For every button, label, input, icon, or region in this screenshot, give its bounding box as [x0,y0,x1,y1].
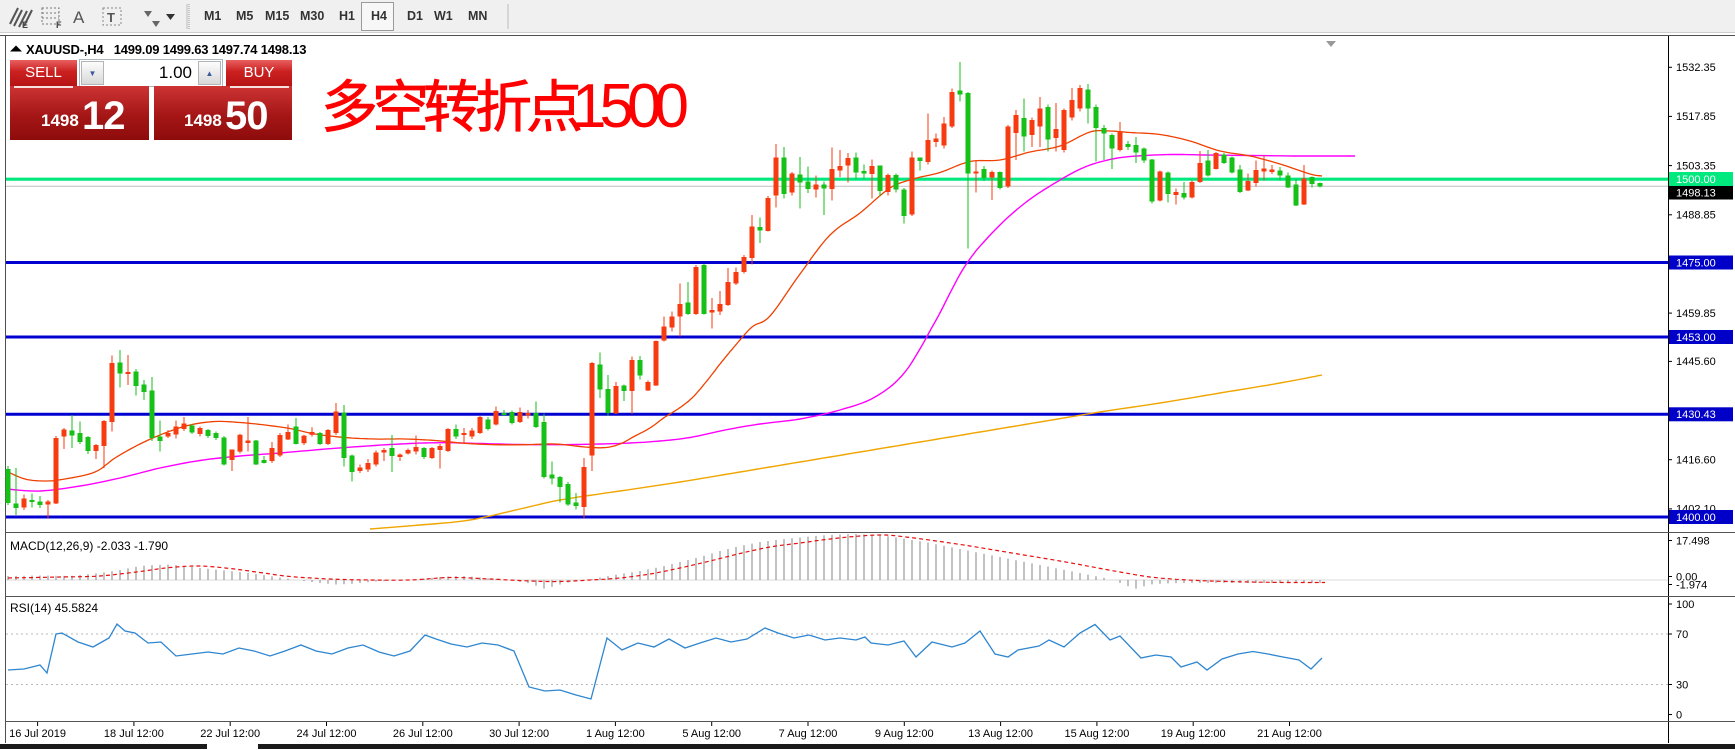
svg-text:1 Aug 12:00: 1 Aug 12:00 [586,728,645,740]
svg-text:1453.00: 1453.00 [1676,332,1716,344]
svg-text:F: F [56,20,62,30]
svg-text:1416.60: 1416.60 [1676,455,1716,467]
svg-text:1430.43: 1430.43 [1676,409,1716,421]
svg-text:1532.35: 1532.35 [1676,62,1716,74]
svg-text:A: A [73,8,85,27]
svg-text:0.00: 0.00 [1676,571,1697,583]
svg-text:1445.60: 1445.60 [1676,356,1716,368]
svg-text:1459.85: 1459.85 [1676,308,1716,320]
svg-text:1475.00: 1475.00 [1676,257,1716,269]
svg-text:15 Aug 12:00: 15 Aug 12:00 [1064,728,1129,740]
svg-text:-1.974: -1.974 [1676,579,1707,591]
svg-text:30: 30 [1676,679,1688,691]
svg-text:30 Jul 12:00: 30 Jul 12:00 [489,728,549,740]
svg-text:0: 0 [1676,709,1682,721]
svg-text:17.498: 17.498 [1676,535,1710,547]
svg-text:E: E [22,20,28,30]
svg-text:1517.85: 1517.85 [1676,111,1716,123]
svg-text:13 Aug 12:00: 13 Aug 12:00 [968,728,1033,740]
svg-text:24 Jul 12:00: 24 Jul 12:00 [297,728,357,740]
svg-text:9 Aug 12:00: 9 Aug 12:00 [875,728,934,740]
svg-text:19 Aug 12:00: 19 Aug 12:00 [1161,728,1226,740]
svg-text:70: 70 [1676,629,1688,641]
svg-text:1498.13: 1498.13 [1676,187,1716,199]
svg-text:16 Jul 2019: 16 Jul 2019 [9,728,66,740]
svg-text:1503.35: 1503.35 [1676,160,1716,172]
svg-text:5 Aug 12:00: 5 Aug 12:00 [682,728,741,740]
svg-text:1400.00: 1400.00 [1676,512,1716,524]
svg-text:18 Jul 12:00: 18 Jul 12:00 [104,728,164,740]
svg-text:1500.00: 1500.00 [1676,174,1716,186]
svg-text:21 Aug 12:00: 21 Aug 12:00 [1257,728,1322,740]
svg-text:7 Aug 12:00: 7 Aug 12:00 [779,728,838,740]
svg-text:1488.85: 1488.85 [1676,210,1716,222]
svg-text:22 Jul 12:00: 22 Jul 12:00 [200,728,260,740]
svg-text:100: 100 [1676,599,1694,611]
svg-text:T: T [107,10,115,25]
svg-text:26 Jul 12:00: 26 Jul 12:00 [393,728,453,740]
